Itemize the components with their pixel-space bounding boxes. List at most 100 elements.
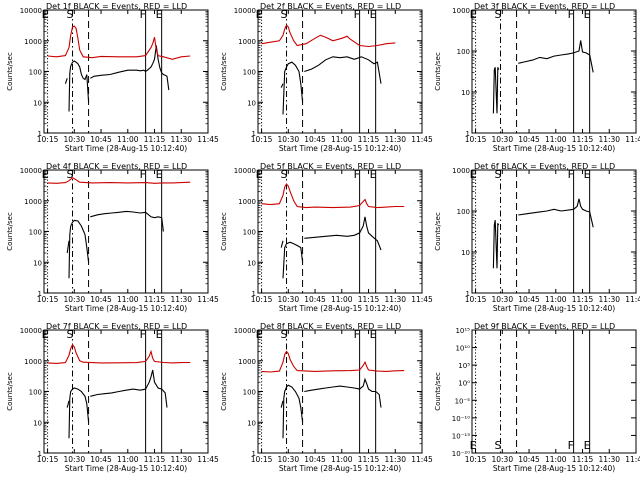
y-tick-label: 10000 <box>234 7 256 15</box>
series-line-events <box>283 385 303 438</box>
x-tick-label: 11:15 <box>572 135 594 144</box>
y-tick-label: 1000 <box>24 198 42 206</box>
marker-label: S <box>495 8 502 21</box>
x-axis-title: Start Time (28-Aug-15 10:12:40) <box>493 144 615 153</box>
y-axis-title: Counts/sec <box>220 212 228 251</box>
marker-label: E <box>256 328 263 341</box>
x-tick-label: 11:30 <box>598 455 620 464</box>
y-tick-label: 10 <box>461 89 470 97</box>
series-line-events <box>69 220 89 278</box>
marker-label: S <box>67 328 74 341</box>
y-tick-label: 1 <box>466 130 470 138</box>
x-tick-label: 10:45 <box>304 295 326 304</box>
x-tick-label: 11:00 <box>331 455 353 464</box>
x-tick-label: 11:15 <box>144 295 166 304</box>
marker-label: S <box>281 8 288 21</box>
y-tick-label: 10 <box>33 259 42 267</box>
series-line-events <box>90 211 163 231</box>
x-tick-label: 11:15 <box>572 455 594 464</box>
x-tick-label: 11:45 <box>411 135 433 144</box>
x-tick-label: 11:15 <box>572 295 594 304</box>
x-tick-label: 11:00 <box>545 295 567 304</box>
x-tick-label: 11:15 <box>358 295 380 304</box>
x-tick-label: 11:00 <box>331 295 353 304</box>
y-tick-label: 10 <box>461 249 470 257</box>
y-tick-label: 1 <box>38 450 42 458</box>
marker-label: E <box>470 168 477 181</box>
y-tick-label: 100 <box>457 48 470 56</box>
y-tick-label: 1 <box>252 130 256 138</box>
x-tick-label: 11:15 <box>358 135 380 144</box>
x-tick-label: 10:45 <box>304 455 326 464</box>
x-tick-label: 11:15 <box>144 135 166 144</box>
marker-label: S <box>495 439 502 452</box>
y-axis-title: Counts/sec <box>6 52 14 91</box>
x-tick-label: 11:30 <box>384 455 406 464</box>
x-tick-label: 10:45 <box>518 295 540 304</box>
x-tick-label: 11:30 <box>170 135 192 144</box>
y-tick-label: 10000 <box>20 327 42 335</box>
x-tick-label: 10:30 <box>277 135 299 144</box>
marker-label: E <box>256 168 263 181</box>
series-line-events <box>69 388 89 438</box>
x-tick-label: 11:00 <box>545 135 567 144</box>
series-line-events <box>65 78 67 83</box>
marker-label: E <box>156 168 163 181</box>
chart-panel-3: Det 3f BLACK = Events, RED = LLD10:15 10:… <box>432 0 640 160</box>
marker-label: F <box>354 328 360 341</box>
x-tick-label: 11:45 <box>197 135 219 144</box>
x-tick-label: 11:00 <box>117 295 139 304</box>
y-axis-title: Counts/sec <box>6 212 14 251</box>
y-tick-label: 100 <box>243 69 256 77</box>
y-axis-title: Counts/sec <box>434 212 442 251</box>
marker-label: S <box>281 328 288 341</box>
series-line-lld <box>48 26 191 59</box>
y-tick-label: 1 <box>38 130 42 138</box>
marker-label: E <box>256 8 263 21</box>
y-tick-label: 100 <box>243 229 256 237</box>
x-tick-label: 10:30 <box>277 295 299 304</box>
chart-panel-5: Det 5f BLACK = Events, RED = LLD 10:15 10:… <box>218 160 428 320</box>
series-line-events <box>281 401 283 408</box>
marker-label: E <box>42 8 49 21</box>
x-axis-title: Start Time (28-Aug-15 10:12:40) <box>279 304 401 313</box>
y-axis-title: Counts/sec <box>434 52 442 91</box>
y-tick-label: 1000 <box>238 38 256 46</box>
series-line-events <box>281 241 283 248</box>
marker-label: E <box>156 328 163 341</box>
y-tick-label: 100 <box>457 208 470 216</box>
marker-label: F <box>354 8 360 21</box>
x-tick-label: 10:45 <box>90 455 112 464</box>
y-tick-label: 10 <box>33 99 42 107</box>
x-tick-label: 11:45 <box>411 295 433 304</box>
y-tick-label: 1000 <box>24 38 42 46</box>
y-axis-title: Counts/sec <box>6 372 14 411</box>
x-tick-label: 11:30 <box>170 295 192 304</box>
marker-label: E <box>370 168 377 181</box>
series-line-lld <box>48 345 191 364</box>
y-tick-label: 10¹⁰ <box>455 345 470 353</box>
y-tick-label: 10000 <box>20 167 42 175</box>
plot-frame <box>472 170 636 293</box>
x-tick-label: 10:45 <box>518 135 540 144</box>
x-tick-label: 11:30 <box>598 135 620 144</box>
marker-label: E <box>470 439 477 452</box>
x-axis-title: Start Time (28-Aug-15 10:12:40) <box>65 464 187 473</box>
y-tick-label: 1 <box>252 450 256 458</box>
series-line-events <box>304 57 381 84</box>
y-axis-title: Counts/sec <box>220 52 228 91</box>
y-tick-label: 10 <box>33 419 42 427</box>
series-line-events <box>90 370 167 408</box>
x-tick-label: 10:30 <box>277 455 299 464</box>
x-axis-title: Start Time (28-Aug-15 10:12:40) <box>65 304 187 313</box>
x-axis-title: Start Time (28-Aug-15 10:12:40) <box>279 144 401 153</box>
x-tick-label: 11:00 <box>117 135 139 144</box>
y-tick-label: 1000 <box>24 358 42 366</box>
x-tick-label: 10:30 <box>63 135 85 144</box>
marker-label: E <box>584 439 591 452</box>
marker-label: F <box>568 8 574 21</box>
series-line-events <box>283 242 303 278</box>
x-tick-label: 11:15 <box>358 455 380 464</box>
x-tick-label: 11:30 <box>384 295 406 304</box>
